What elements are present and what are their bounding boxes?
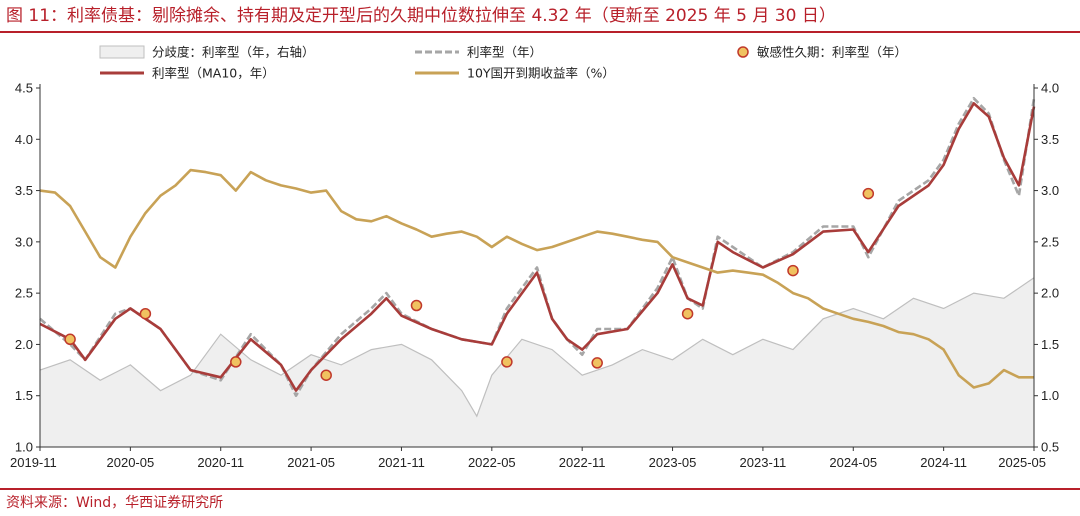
y-right-tick-label: 4.0 [1041,81,1059,96]
y-right-tick-label: 1.0 [1041,388,1059,403]
x-tick-label: 2021-11 [378,455,425,470]
legend-item: 分歧度：利率型（年，右轴） [99,45,315,60]
x-tick-label: 2021-05 [287,455,335,470]
x-tick-label: 2020-11 [197,455,244,470]
legend-label: 敏感性久期：利率型（年） [757,45,907,60]
scatter-point [681,307,694,320]
x-tick-label: 2023-05 [649,455,697,470]
x-tick-label: 2020-05 [107,455,155,470]
legend-item: 10Y国开到期收益率（%） [415,66,615,81]
source-note: 资料来源：Wind，华西证券研究所 [6,495,224,511]
x-tick-label: 2024-05 [829,455,877,470]
y-right-tick-label: 0.5 [1041,440,1059,455]
series-line-3 [39,168,1034,389]
axis-layer: 1.0 1.5 2.0 2.5 3.0 3.5 4.0 4.5 0.5 1.0 1.5 2.0 2.5 3… [10,81,1059,471]
scatter-point [320,369,332,381]
y-left-tick-label: 4.5 [15,81,33,96]
legend-item: 利率型（年） [415,45,542,60]
y-right-tick-label: 1.5 [1041,337,1059,352]
series-area-fill [40,277,1034,447]
x-tick-label: 2022-11 [559,455,606,470]
scatter-point [591,357,603,369]
legend-item: 利率型（MA10，年） [100,66,275,81]
title-rule [0,31,1080,33]
scatter-point [230,356,242,368]
series-line-1 [39,97,1036,397]
series-area-line [39,277,1035,418]
y-left-tick-label: 3.0 [15,234,33,249]
legend-label: 10Y国开到期收益率（%） [467,66,615,81]
legend: 分歧度：利率型（年，右轴） 利率型（MA10，年） 利率型（年） 10Y国开到期收益率… [99,45,907,81]
scatter-point [862,187,875,200]
x-tick-label: 2025-05 [998,455,1046,470]
source-rule [0,488,1080,490]
y-left-tick-label: 1.5 [15,388,33,403]
scatter-point [64,333,76,346]
legend-label: 分歧度：利率型（年，右轴） [152,45,315,60]
y-right-tick-label: 3.0 [1041,183,1059,198]
chart: 1.0 1.5 2.0 2.5 3.0 3.5 4.0 4.5 0.5 1.0 1.5 2.0 2.5 3… [10,45,1059,471]
chart-title: 图 11：利率债基：剔除摊余、持有期及定开型后的久期中位数拉伸至 4.32 年（… [6,6,836,26]
x-tick-label: 2023-11 [740,455,787,470]
y-left-tick-label: 2.0 [15,337,33,352]
scatter-point [139,307,152,320]
area-layer [39,277,1035,447]
x-tick-label: 2022-05 [468,455,516,470]
y-left-tick-label: 2.5 [15,286,33,301]
y-left-tick-label: 3.5 [15,183,33,198]
x-tick-label: 2024-11 [920,455,967,470]
y-left-tick-label: 1.0 [15,440,33,455]
legend-item: 敏感性久期：利率型（年） [737,45,907,60]
y-right-tick-label: 2.5 [1041,234,1059,249]
x-tick-label: 2019-11 [10,455,57,470]
scatter-layer [64,187,875,381]
scatter-point [410,299,423,312]
y-right-tick-label: 3.5 [1041,132,1059,147]
y-right-tick-label: 2.0 [1041,286,1059,301]
y-left-tick-label: 4.0 [15,132,33,147]
scatter-point [787,264,799,277]
legend-label: 利率型（MA10，年） [152,66,275,81]
scatter-point [501,356,513,368]
legend-label: 利率型（年） [467,45,542,60]
